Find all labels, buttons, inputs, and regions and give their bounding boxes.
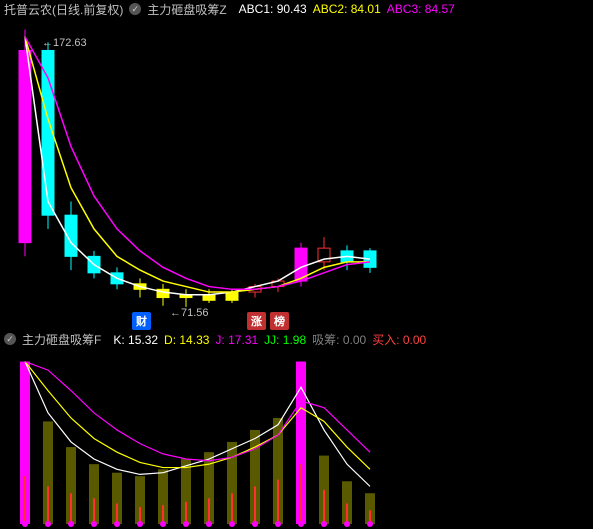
toggle-icon[interactable]: ✓ — [4, 333, 16, 345]
main-metrics: ABC1: 90.43 ABC2: 84.01 ABC3: 84.57 — [233, 2, 455, 16]
metric: K: 15.32 — [113, 333, 158, 347]
chart-marker: 财 — [132, 312, 151, 330]
metric: D: 14.33 — [164, 333, 209, 347]
main-header: 托普云农(日线.前复权) ✓ 主力砸盘吸筹Z ABC1: 90.43 ABC2: … — [0, 0, 593, 18]
indicator-name: 主力砸盘吸筹Z — [147, 1, 226, 18]
sub-indicator-name: 主力砸盘吸筹F — [22, 331, 101, 348]
sub-header: ✓ 主力砸盘吸筹F K: 15.32 D: 14.33 J: 17.31 JJ: 1.… — [0, 330, 593, 348]
sub-indicator-chart[interactable] — [0, 348, 593, 529]
metric: J: 17.31 — [215, 333, 258, 347]
metric: 买入: 0.00 — [372, 333, 426, 347]
chart-marker: 涨 — [247, 312, 266, 330]
svg-text:←172.63: ←172.63 — [42, 37, 87, 49]
metric: ABC3: 84.57 — [387, 2, 455, 16]
svg-text:←71.56: ←71.56 — [170, 307, 209, 319]
sub-metrics: K: 15.32 D: 14.33 J: 17.31 JJ: 1.98 吸筹: 0.00… — [107, 331, 426, 348]
metric: ABC1: 90.43 — [239, 2, 307, 16]
stock-title: 托普云农(日线.前复权) — [4, 1, 123, 18]
chart-marker: 榜 — [270, 312, 289, 330]
toggle-icon[interactable]: ✓ — [129, 3, 141, 15]
metric: JJ: 1.98 — [264, 333, 306, 347]
main-candlestick-chart[interactable]: ←172.63 ←71.56 财 涨榜 — [0, 18, 593, 330]
metric: ABC2: 84.01 — [313, 2, 381, 16]
metric: 吸筹: 0.00 — [312, 333, 366, 347]
